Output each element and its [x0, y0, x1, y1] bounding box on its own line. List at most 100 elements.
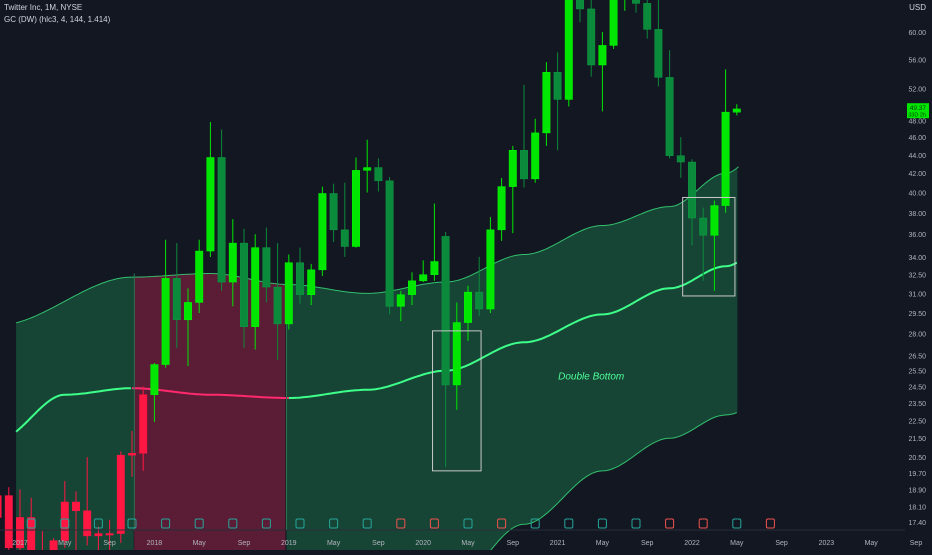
- y-tick-label: 52.00: [908, 87, 926, 94]
- candle-body: [184, 302, 192, 321]
- y-tick-label: 32.50: [908, 273, 926, 280]
- candle-body: [643, 3, 652, 30]
- candle-body: [508, 150, 517, 187]
- earnings-icon: [161, 518, 171, 529]
- candle-body: [542, 71, 551, 134]
- candle-body: [576, 0, 584, 10]
- candle-body: [531, 132, 540, 180]
- earnings-icon: [429, 518, 439, 529]
- candle-body: [307, 269, 316, 295]
- last-price-tag: [907, 103, 929, 119]
- earnings-icon: [295, 518, 305, 529]
- y-tick-label: 34.00: [908, 255, 926, 262]
- x-tick-label: Sep: [507, 540, 520, 547]
- y-tick-label: 31.00: [908, 291, 926, 298]
- candle-body: [105, 533, 114, 536]
- y-tick-label: 25.50: [908, 369, 926, 376]
- candle-body: [497, 186, 506, 231]
- candle-body: [553, 71, 562, 100]
- candle-body: [128, 453, 136, 456]
- earnings-icon: [93, 518, 103, 529]
- candle-body: [296, 262, 304, 295]
- channel-upper-line: [15, 166, 739, 324]
- earnings-icon: [60, 518, 70, 529]
- x-tick-label: 2017: [12, 540, 28, 547]
- candle-body: [598, 45, 607, 66]
- candle-body: [374, 167, 383, 182]
- candle-body: [587, 8, 596, 66]
- candle-body: [632, 0, 640, 4]
- pattern-box: [432, 330, 482, 472]
- x-tick-label: Sep: [641, 540, 654, 547]
- candle-body: [363, 167, 372, 171]
- candle-body: [475, 291, 484, 310]
- x-tick-label: Sep: [372, 540, 385, 547]
- y-tick-label: 44.00: [908, 153, 926, 160]
- candle-body: [564, 0, 573, 100]
- candle-body: [452, 322, 461, 386]
- x-tick-label: May: [865, 540, 879, 547]
- earnings-icon: [732, 518, 742, 529]
- earnings-icon: [530, 518, 540, 529]
- x-tick-label: 2019: [281, 540, 297, 547]
- candle-body: [408, 280, 416, 295]
- candle-body: [609, 0, 618, 46]
- earnings-icon: [698, 518, 708, 529]
- earnings-icon: [765, 518, 775, 529]
- candle-body: [0, 495, 2, 518]
- earnings-icon: [396, 518, 406, 529]
- y-tick-label: 42.00: [908, 171, 926, 178]
- candle-body: [60, 501, 69, 541]
- candle-body: [520, 150, 528, 180]
- earnings-icon: [194, 518, 204, 529]
- pattern-box: [682, 196, 736, 297]
- y-tick-label: 21.50: [908, 436, 926, 443]
- currency-label: USD: [909, 3, 926, 12]
- candle-body: [329, 193, 338, 231]
- candle-body: [4, 495, 13, 549]
- candle-body: [352, 170, 360, 247]
- candle-body: [464, 291, 472, 323]
- candle-body: [654, 29, 663, 78]
- y-tick-label: 26.50: [908, 353, 926, 360]
- candle-body: [72, 501, 80, 512]
- earnings-icon: [597, 518, 607, 529]
- y-tick-label: 18.10: [908, 504, 926, 511]
- x-tick-label: 2018: [147, 540, 163, 547]
- earnings-icon: [329, 518, 339, 529]
- candle-body: [284, 262, 293, 325]
- candle-body: [486, 229, 495, 310]
- candle-body: [206, 157, 215, 252]
- candle-body: [721, 111, 730, 206]
- y-tick-label: 24.50: [908, 385, 926, 392]
- y-tick-label: 56.00: [908, 57, 926, 64]
- candle-body: [665, 77, 674, 156]
- candle-body: [116, 454, 125, 534]
- candle-body: [710, 205, 719, 236]
- earnings-icon: [463, 518, 473, 529]
- candle-body: [150, 364, 159, 395]
- earnings-icon: [228, 518, 238, 529]
- x-tick-label: May: [461, 540, 475, 547]
- symbol-line: Twitter Inc, 1M, NYSE: [4, 3, 83, 12]
- candle-body: [139, 394, 148, 454]
- y-tick-label: 28.00: [908, 332, 926, 339]
- earnings-icon: [26, 518, 36, 529]
- candle-body: [16, 517, 24, 549]
- y-tick-label: 18.90: [908, 487, 926, 494]
- x-tick-label: 2022: [684, 540, 700, 547]
- candle-body: [699, 217, 708, 236]
- earnings-icon: [631, 518, 641, 529]
- channel-band-segment-bearish: [134, 273, 286, 555]
- y-tick-label: 20.50: [908, 455, 926, 462]
- candle-body: [340, 229, 349, 247]
- y-tick-label: 22.50: [908, 418, 926, 425]
- double-bottom-label: Double Bottom: [558, 371, 624, 382]
- y-tick-label: 17.40: [908, 520, 926, 527]
- earnings-icon: [362, 518, 372, 529]
- candle-body: [83, 510, 92, 537]
- candle-body: [49, 540, 58, 555]
- x-tick-label: 2023: [819, 540, 835, 547]
